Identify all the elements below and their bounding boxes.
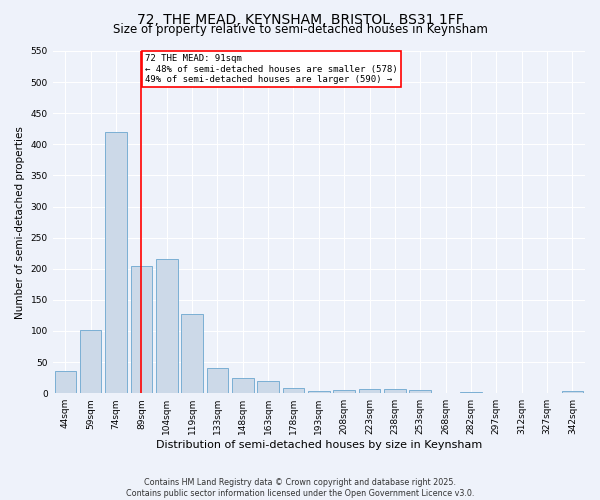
Bar (308, 390, 329, 393)
Text: Size of property relative to semi-detached houses in Keynsham: Size of property relative to semi-detach… (113, 22, 487, 36)
Bar (206, 368, 228, 393)
Bar (181, 314, 203, 393)
Bar (105, 132, 127, 393)
Bar (409, 390, 431, 393)
Bar (359, 389, 380, 393)
Bar (156, 260, 178, 393)
Bar (55, 372, 76, 393)
Bar (562, 392, 583, 393)
Y-axis label: Number of semi-detached properties: Number of semi-detached properties (15, 126, 25, 318)
X-axis label: Distribution of semi-detached houses by size in Keynsham: Distribution of semi-detached houses by … (156, 440, 482, 450)
Bar (384, 390, 406, 393)
Bar (257, 382, 279, 393)
Bar (232, 378, 254, 393)
Bar (80, 330, 101, 393)
Text: 72 THE MEAD: 91sqm
← 48% of semi-detached houses are smaller (578)
49% of semi-d: 72 THE MEAD: 91sqm ← 48% of semi-detache… (145, 54, 398, 84)
Text: Contains HM Land Registry data © Crown copyright and database right 2025.
Contai: Contains HM Land Registry data © Crown c… (126, 478, 474, 498)
Text: 72, THE MEAD, KEYNSHAM, BRISTOL, BS31 1FF: 72, THE MEAD, KEYNSHAM, BRISTOL, BS31 1F… (137, 12, 463, 26)
Bar (334, 390, 355, 393)
Bar (131, 266, 152, 393)
Bar (283, 388, 304, 393)
Bar (460, 392, 482, 393)
